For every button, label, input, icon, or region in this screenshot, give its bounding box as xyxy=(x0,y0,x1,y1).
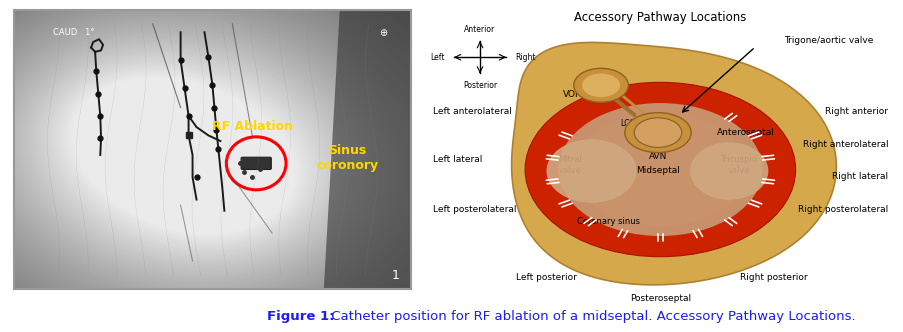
Ellipse shape xyxy=(558,103,761,236)
Text: Left posterior: Left posterior xyxy=(516,273,576,282)
Text: ⊕: ⊕ xyxy=(379,28,387,38)
Text: AVN: AVN xyxy=(648,152,666,161)
Text: Anteroseptal: Anteroseptal xyxy=(717,128,775,137)
Text: NCC: NCC xyxy=(635,137,651,146)
Text: Right posterior: Right posterior xyxy=(740,273,807,282)
Polygon shape xyxy=(323,10,411,289)
Text: VOFT: VOFT xyxy=(563,90,586,99)
Ellipse shape xyxy=(545,139,636,203)
Text: Posterior: Posterior xyxy=(462,81,497,90)
FancyBboxPatch shape xyxy=(241,157,271,169)
Text: RCC: RCC xyxy=(661,119,677,128)
Ellipse shape xyxy=(634,118,681,147)
Text: RF Ablation: RF Ablation xyxy=(211,120,293,133)
Text: CAUD   1°: CAUD 1° xyxy=(53,28,95,37)
Text: Right posterolateral: Right posterolateral xyxy=(797,205,888,214)
Ellipse shape xyxy=(573,68,628,102)
Polygon shape xyxy=(511,42,835,285)
Text: Left anterolateral: Left anterolateral xyxy=(433,107,511,117)
Text: LCC: LCC xyxy=(619,119,634,128)
Text: Midseptal: Midseptal xyxy=(636,166,679,176)
Ellipse shape xyxy=(573,113,746,226)
Text: Left: Left xyxy=(430,53,444,62)
Ellipse shape xyxy=(582,73,619,97)
Text: Catheter position for RF ablation of a midseptal. Accessory Pathway Locations.: Catheter position for RF ablation of a m… xyxy=(327,310,855,323)
Text: Trigone/aortic valve: Trigone/aortic valve xyxy=(783,37,872,45)
Text: Left posterolateral: Left posterolateral xyxy=(433,205,516,214)
Text: Accessory Pathway Locations: Accessory Pathway Locations xyxy=(573,11,746,25)
Ellipse shape xyxy=(689,142,768,200)
Text: 1: 1 xyxy=(391,269,399,282)
Text: Posteroseptal: Posteroseptal xyxy=(629,293,690,302)
Text: Figure 1:: Figure 1: xyxy=(266,310,334,323)
Text: Coronary sinus: Coronary sinus xyxy=(576,217,639,226)
Text: Right lateral: Right lateral xyxy=(831,172,888,181)
Text: Right: Right xyxy=(515,53,535,62)
Text: Right anterior: Right anterior xyxy=(824,107,888,117)
Text: Anterior: Anterior xyxy=(464,25,495,34)
Ellipse shape xyxy=(624,113,691,152)
Text: Sinus
coronory: Sinus coronory xyxy=(316,144,378,172)
Text: Right anterolateral: Right anterolateral xyxy=(802,140,888,149)
Text: Tricuspid
valve: Tricuspid valve xyxy=(720,155,757,175)
Text: Mitral
valve: Mitral valve xyxy=(558,155,582,175)
Ellipse shape xyxy=(525,82,795,257)
Text: Left lateral: Left lateral xyxy=(433,155,481,164)
